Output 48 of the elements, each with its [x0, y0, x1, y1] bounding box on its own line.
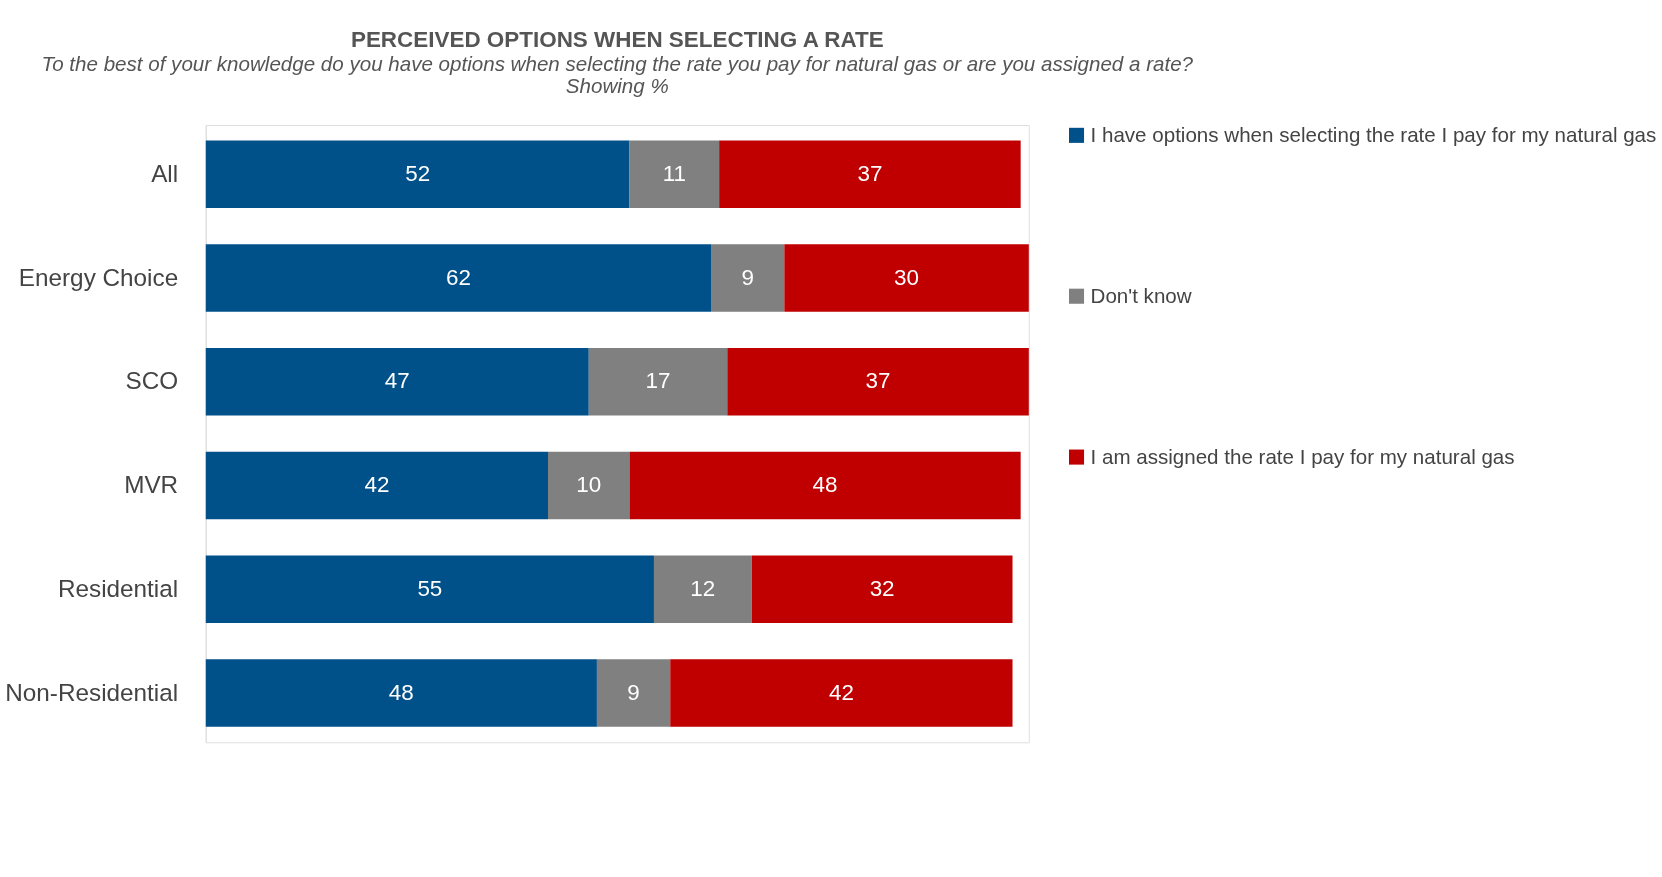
- bar: [205, 140, 630, 209]
- data-label: 9: [741, 264, 754, 290]
- bar: [653, 555, 752, 624]
- y-tick-label: MVR: [124, 471, 179, 499]
- data-label: 48: [388, 679, 414, 705]
- data-label: 10: [576, 472, 602, 498]
- data-label: 30: [894, 264, 920, 290]
- text: Showing %: [565, 74, 669, 98]
- data-label: 17: [645, 368, 671, 394]
- data-label: 48: [812, 472, 838, 498]
- bar: [629, 140, 720, 209]
- bar: [205, 659, 597, 727]
- bar: [751, 555, 1013, 624]
- y-tick-label: SCO: [125, 367, 179, 395]
- data-label: 9: [627, 679, 640, 705]
- bar: [205, 451, 549, 520]
- bar: [596, 659, 671, 727]
- bar: [727, 348, 1029, 416]
- y-tick-label: All: [151, 159, 179, 187]
- bar: [548, 451, 630, 520]
- bar: [784, 244, 1029, 312]
- chart-title: PERCEIVED OPTIONS WHEN SELECTING A RATE: [350, 27, 884, 53]
- legend-label: Don't know: [1090, 283, 1192, 307]
- data-label: 47: [384, 368, 410, 394]
- bar: [629, 451, 1021, 520]
- data-label: 52: [405, 160, 431, 186]
- y-tick-label: Residential: [57, 574, 179, 602]
- bar: [670, 659, 1013, 727]
- bar: [719, 140, 1021, 209]
- data-label: 37: [865, 368, 891, 394]
- data-label: 32: [869, 575, 895, 601]
- bar: [205, 348, 589, 416]
- bar: [205, 555, 654, 624]
- y-tick-label: Non-Residential: [5, 678, 179, 706]
- data-label: 55: [417, 575, 443, 601]
- bar: [205, 244, 711, 312]
- data-label: 11: [662, 160, 686, 186]
- legend-label: I am assigned the rate I pay for my natural gas: [1090, 444, 1515, 468]
- data-label: 37: [857, 160, 883, 186]
- data-label: 42: [364, 472, 390, 498]
- y-tick-label: Energy Choice: [18, 263, 179, 291]
- bar: [588, 348, 728, 416]
- legend-label: I have options when selecting the rate I pay for my natural gas: [1090, 122, 1657, 146]
- data-label: 62: [445, 264, 471, 290]
- data-label: 42: [828, 679, 854, 705]
- bar: [711, 244, 785, 312]
- chart-subtitle: To the best of your knowledge do you have options when selecting the rate you pay for natural gas or are you assigned a rate?: [41, 51, 1194, 75]
- data-label: 12: [690, 575, 716, 601]
